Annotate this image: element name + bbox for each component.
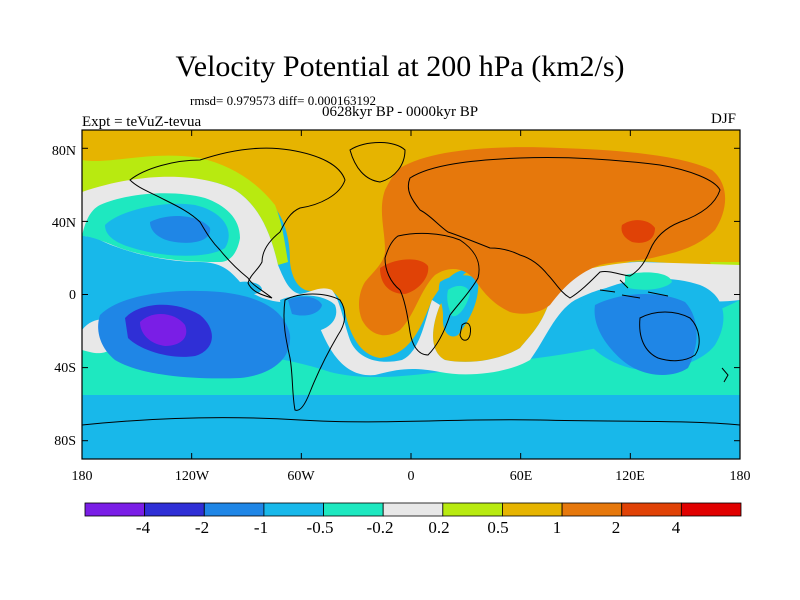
- coast-antarctica: [82, 417, 740, 426]
- lon-tick-label: 180: [71, 469, 93, 484]
- lon-tick-label: 120E: [615, 469, 645, 484]
- coast-madagascar: [459, 322, 471, 341]
- colorbar-swatch: [84, 502, 146, 517]
- colorbar-swatch: [144, 502, 205, 517]
- colorbar: [84, 502, 742, 517]
- lon-tick-label: 60W: [287, 469, 315, 484]
- colorbar-label: 1: [552, 518, 562, 537]
- colorbar-swatch: [442, 502, 503, 517]
- coast-greenland: [349, 142, 406, 183]
- cell-australia-inner: [594, 294, 697, 375]
- map-title: Velocity Potential at 200 hPa (km2/s): [175, 50, 625, 83]
- lon-tick-label: 120W: [174, 469, 210, 484]
- coast-north-america: [129, 147, 346, 299]
- lat-tick-label: 0: [69, 288, 76, 303]
- colorbar-label: 2: [611, 518, 621, 537]
- experiment-label: Expt = teVuZ-tevua: [82, 114, 202, 130]
- colorbar-label: -0.2: [366, 518, 394, 537]
- colorbar-swatch: [680, 502, 742, 517]
- colorbar-label: -2: [194, 518, 210, 537]
- band-positive-small: [82, 155, 288, 265]
- season-label: DJF: [711, 111, 737, 127]
- colorbar-swatch: [382, 502, 444, 517]
- cell-west-africa-max: [380, 259, 429, 294]
- colorbar-swatch: [323, 502, 384, 517]
- colorbar-swatch: [263, 502, 324, 517]
- contour-field: [82, 130, 740, 459]
- region-positive-high: [358, 147, 726, 336]
- colorbar-label: -4: [135, 518, 151, 537]
- tick-marks: [81, 130, 741, 459]
- coast-australia: [639, 311, 700, 362]
- colorbar-label: 4: [671, 518, 681, 537]
- stats-label: rmsd= 0.979573 diff= 0.000163192: [190, 93, 376, 108]
- lat-tick-label: 40N: [51, 216, 76, 231]
- colorbar-label: 0.5: [487, 518, 509, 537]
- coast-new-zealand: [721, 367, 729, 383]
- lon-tick-label: 0: [407, 469, 415, 484]
- coastlines: [82, 142, 740, 426]
- colorbar-label: -1: [253, 518, 269, 537]
- colorbar-swatch: [203, 502, 265, 517]
- colorbar-swatch: [621, 502, 682, 517]
- colorbar-label: -0.5: [306, 518, 334, 537]
- lon-tick-label: 60E: [509, 469, 533, 484]
- colorbar-label: 0.2: [428, 518, 450, 537]
- lat-tick-label: 80S: [54, 434, 76, 449]
- period-label: 0628kyr BP - 0000kyr BP: [322, 104, 479, 120]
- lat-tick-label: 80N: [51, 144, 76, 159]
- coast-indonesia: [599, 279, 669, 299]
- coast-africa: [384, 232, 480, 356]
- colorbar-swatch: [502, 502, 563, 517]
- band-near-zero: [82, 176, 740, 376]
- colorbar-swatch: [561, 502, 623, 517]
- coast-south-america: [283, 293, 346, 411]
- cell-east-asia-max: [621, 220, 655, 243]
- lon-tick-label: 180: [729, 469, 751, 484]
- lat-tick-label: 40S: [54, 361, 76, 376]
- coast-europe-asia: [407, 156, 721, 299]
